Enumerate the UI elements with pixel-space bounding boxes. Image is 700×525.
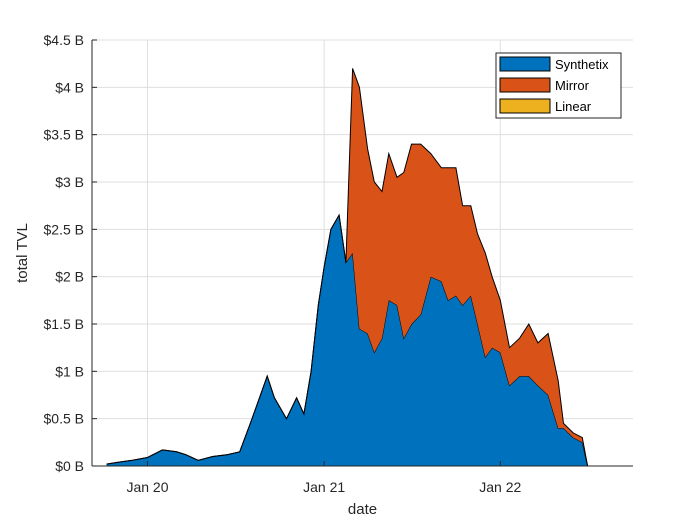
y-tick-label: $2.5 B — [44, 221, 84, 237]
legend-label-linear: Linear — [555, 99, 592, 114]
axes: $0 B $0.5 B $1 B $1.5 B $2 B $2.5 B $3 B $3.5 B… — [44, 32, 633, 495]
y-tick-label: $3.5 B — [44, 127, 84, 143]
legend-swatch-synthetix — [499, 56, 551, 72]
x-tick-label: Jan 20 — [126, 479, 168, 495]
legend-label-mirror: Mirror — [555, 78, 590, 93]
y-tick-label: $4 B — [55, 79, 84, 95]
x-tick-label: Jan 22 — [479, 479, 521, 495]
y-tick-label: $4.5 B — [44, 32, 84, 48]
y-tick-label: $2 B — [55, 269, 84, 285]
x-tick-label: Jan 21 — [303, 479, 345, 495]
legend-label-synthetix: Synthetix — [555, 57, 609, 72]
x-axis-label: date — [348, 501, 377, 518]
y-tick-label: $3 B — [55, 174, 84, 190]
area-synthetix — [106, 215, 588, 466]
series-areas — [106, 68, 589, 467]
y-tick-label: $1.5 B — [44, 316, 84, 332]
y-tick-label: $0 B — [55, 458, 84, 474]
legend-swatch-linear — [499, 98, 551, 114]
area-outline-mirror — [106, 68, 589, 467]
y-axis-label: total TVL — [14, 223, 31, 283]
y-tick-label: $1 B — [55, 363, 84, 379]
legend-swatch-mirror — [499, 77, 551, 93]
y-tick-label: $0.5 B — [44, 411, 84, 427]
legend: Synthetix Mirror Linear — [495, 52, 622, 119]
